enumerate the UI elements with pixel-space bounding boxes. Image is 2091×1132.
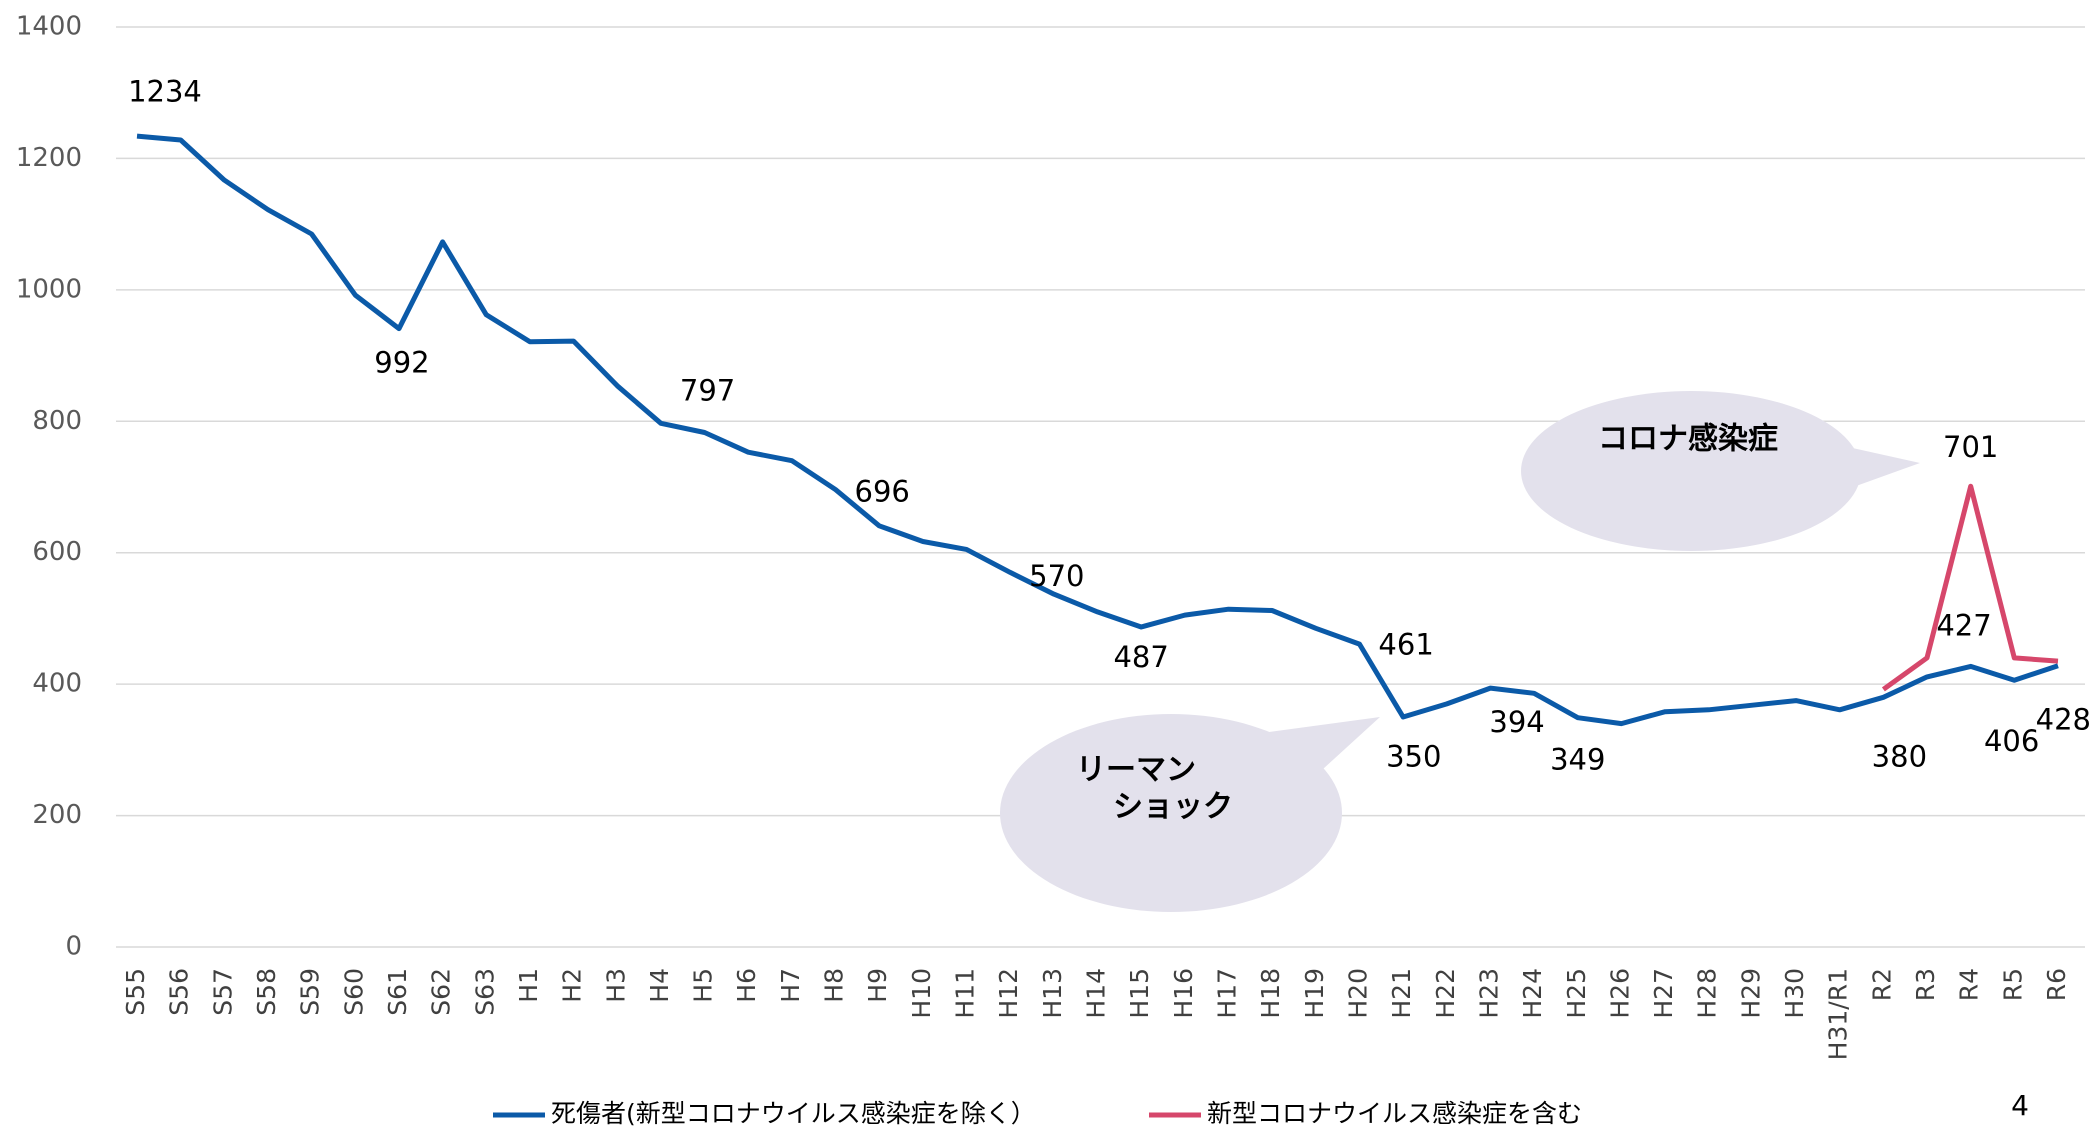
- x-tick-label: H27: [1649, 968, 1678, 1019]
- y-tick-label: 400: [32, 669, 82, 699]
- x-tick-label: H13: [1038, 968, 1067, 1019]
- data-label: 428: [2036, 703, 2091, 737]
- legend-label: 死傷者(新型コロナウイルス感染症を除く）: [551, 1099, 1036, 1128]
- data-label: 1234: [128, 74, 202, 108]
- x-tick-label: R5: [1998, 968, 2027, 1001]
- bubble: [1000, 714, 1342, 912]
- y-tick-label: 1400: [16, 12, 82, 42]
- series-line: [1881, 483, 2059, 692]
- x-tick-label: S61: [383, 968, 412, 1016]
- x-tick-label: H17: [1212, 968, 1241, 1019]
- x-tick-label: S63: [470, 968, 499, 1016]
- bubble-corona: コロナ感染症: [1521, 391, 1920, 551]
- x-tick-label: R4: [1955, 968, 1984, 1001]
- data-label: 349: [1550, 743, 1605, 777]
- x-tick-label: H19: [1300, 968, 1329, 1019]
- x-tick-label: H7: [776, 968, 805, 1003]
- data-label: 350: [1386, 739, 1441, 773]
- data-label: 394: [1489, 705, 1544, 739]
- data-label: 427: [1936, 609, 1991, 643]
- x-tick-label: H4: [645, 968, 674, 1003]
- y-tick-label: 0: [65, 932, 82, 962]
- data-label: 992: [374, 345, 429, 379]
- x-tick-label: H5: [689, 968, 718, 1003]
- x-tick-label: H6: [732, 968, 761, 1003]
- x-tick-label: H11: [951, 968, 980, 1019]
- x-tick-label: S58: [252, 968, 281, 1016]
- plot: 0 200 400 600 800 1000 1200 1400 S55 S56 S57 S58 S59…: [16, 12, 2091, 1129]
- x-tick-label: S57: [208, 968, 237, 1016]
- x-tick-label: H22: [1431, 968, 1460, 1019]
- x-tick-label: H9: [863, 968, 892, 1003]
- bubble-lehman: リーマン ショック: [1000, 714, 1380, 912]
- x-tick-label: S62: [427, 968, 456, 1016]
- x-tick-label: H14: [1082, 968, 1111, 1019]
- x-tick-label: H30: [1780, 968, 1809, 1019]
- data-label: 701: [1943, 430, 1998, 464]
- x-tick-label: H26: [1605, 968, 1634, 1019]
- y-tick-label: 1000: [16, 274, 82, 304]
- y-tick-label: 600: [32, 537, 82, 567]
- x-tick-label: H28: [1693, 968, 1722, 1019]
- page-number: 4: [2011, 1089, 2029, 1122]
- x-tick-label: H25: [1562, 968, 1591, 1019]
- x-tick-label: S55: [121, 968, 150, 1016]
- data-label: 461: [1378, 628, 1433, 662]
- y-tick-label: 200: [32, 800, 82, 830]
- annotation: リーマン: [1076, 753, 1196, 788]
- x-tick-label: H3: [601, 968, 630, 1003]
- x-tick-label: H29: [1736, 968, 1765, 1019]
- x-tick-label: S59: [296, 968, 325, 1016]
- x-tick-label: H31/R1: [1824, 968, 1853, 1060]
- x-tick-label: H10: [907, 968, 936, 1019]
- x-tick-label: H2: [558, 968, 587, 1003]
- data-label: 487: [1113, 640, 1168, 674]
- x-tick-label: R3: [1911, 968, 1940, 1001]
- x-tick-label: S56: [165, 968, 194, 1016]
- x-tick-label: H20: [1343, 968, 1372, 1019]
- data-label: 696: [855, 475, 910, 509]
- x-tick-label: H16: [1169, 968, 1198, 1019]
- x-tick-label: S60: [339, 968, 368, 1016]
- x-tick-label: H1: [514, 968, 543, 1003]
- y-tick-label: 800: [32, 406, 82, 436]
- x-tick-label: H15: [1125, 968, 1154, 1019]
- x-tick-label: R2: [1867, 968, 1896, 1001]
- x-tick-label: R6: [2042, 968, 2071, 1001]
- x-tick-label: H24: [1518, 968, 1547, 1019]
- annotation: コロナ感染症: [1598, 422, 1778, 457]
- series-line: [136, 133, 2059, 727]
- data-label: 797: [680, 374, 735, 408]
- annotation: ショック: [1113, 790, 1233, 825]
- legend-label: 新型コロナウイルス感染症を含む: [1207, 1099, 1582, 1128]
- x-tick-label: H12: [994, 968, 1023, 1019]
- data-label: 406: [1984, 724, 2039, 758]
- x-tick-label: H8: [820, 968, 849, 1003]
- x-tick-label: H23: [1474, 968, 1503, 1019]
- y-tick-label: 1200: [16, 143, 82, 173]
- data-label: 570: [1029, 559, 1084, 593]
- x-tick-label: H21: [1387, 968, 1416, 1019]
- data-label: 380: [1872, 740, 1927, 774]
- bubble: [1521, 391, 1861, 551]
- x-tick-label: H18: [1256, 968, 1285, 1019]
